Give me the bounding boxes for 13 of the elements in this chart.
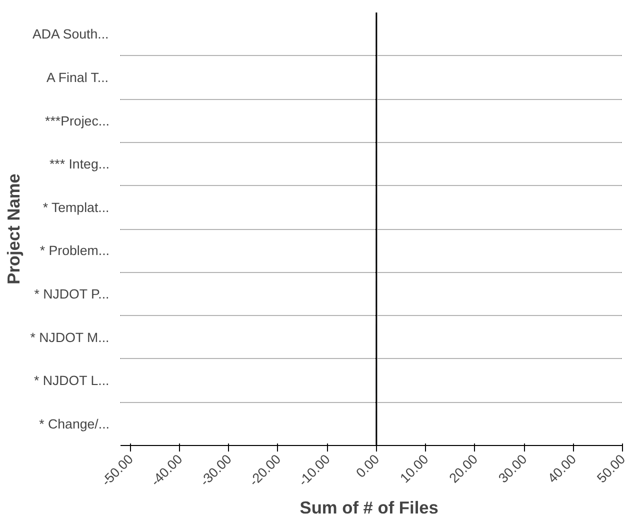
y-axis-title: Project Name <box>3 173 24 284</box>
y-tick-label: * Templat... <box>42 200 110 215</box>
y-tick-label: A Final T... <box>46 70 109 85</box>
x-tick-label: 0.00 <box>353 452 382 480</box>
y-tick-label: *** Integ... <box>49 156 110 172</box>
y-tick-label: * NJDOT M... <box>30 330 110 345</box>
y-tick-label: * NJDOT L... <box>34 373 110 388</box>
y-tick-label: * Change/... <box>39 416 110 432</box>
y-tick-label: * Problem... <box>40 243 110 258</box>
y-tick-label: ***Projec... <box>45 113 110 128</box>
y-tick-label: * NJDOT P... <box>34 286 110 302</box>
x-axis-title: Sum of # of Files <box>300 497 438 518</box>
y-tick-label: ADA South... <box>32 26 109 42</box>
